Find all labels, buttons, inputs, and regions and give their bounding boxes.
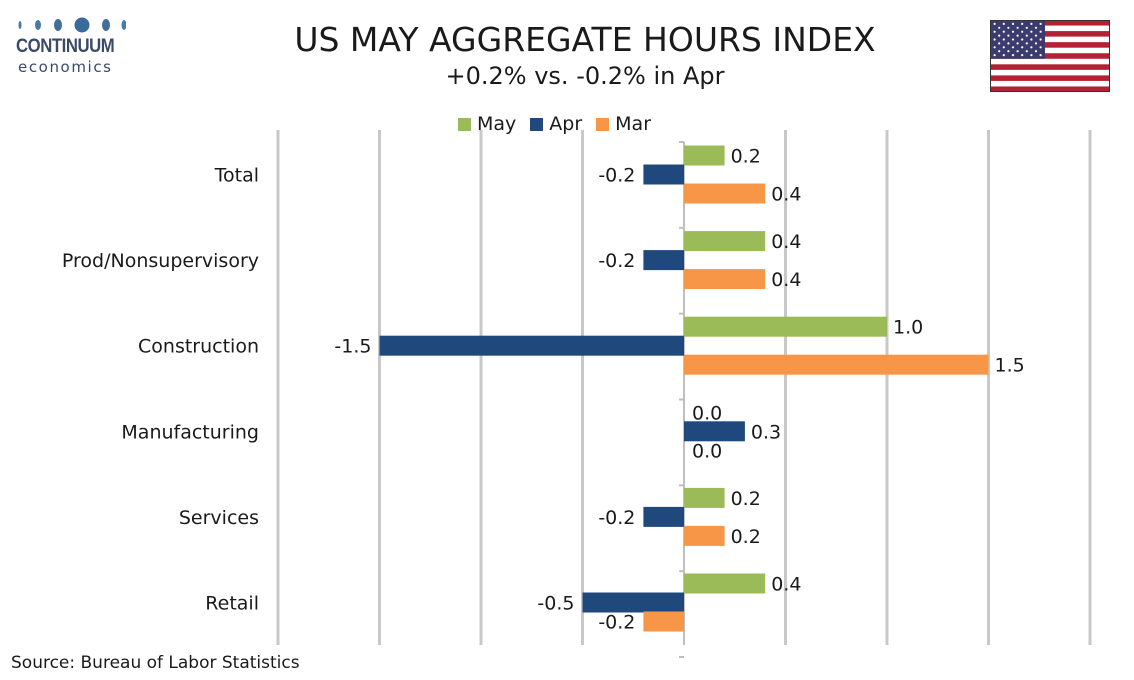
chart-category-labels: Total Prod/Nonsupervisory Construction Manu…	[62, 165, 259, 615]
chart-axis	[679, 141, 685, 658]
bar-mar	[684, 354, 989, 375]
logo-dots-icon	[18, 17, 126, 33]
data-label: 0.0	[692, 402, 722, 424]
bar-apr	[643, 164, 684, 185]
category-label: Retail	[205, 593, 259, 615]
data-label: -0.2	[598, 250, 635, 272]
legend-swatch-mar	[596, 117, 610, 131]
legend-item-may: May	[458, 113, 516, 135]
data-label: 1.5	[995, 355, 1025, 377]
bar-may	[684, 145, 725, 166]
bar-may	[684, 231, 766, 252]
category-label: Total	[214, 165, 259, 187]
category-label: Prod/Nonsupervisory	[62, 250, 259, 272]
data-label: 0.2	[731, 526, 761, 548]
legend-swatch-may	[458, 117, 471, 131]
logo-word-continuum: CONTINUUM	[16, 36, 115, 57]
data-label: -0.2	[598, 612, 635, 634]
data-label: 0.2	[731, 488, 761, 510]
data-label: -0.2	[598, 165, 635, 187]
chart-grid	[276, 130, 1092, 645]
chart-data-labels: 0.2 -0.2 0.4 0.4 -0.2 0.4 1.0 -1.5 1.5 0.0 0.3 0.0 0…	[334, 146, 1024, 634]
chart-title: US MAY AGGREGATE HOURS INDEX	[294, 20, 876, 59]
data-label: 0.4	[771, 574, 801, 596]
legend-label-apr: Apr	[549, 113, 583, 135]
legend-label-may: May	[477, 113, 517, 135]
data-label: -0.2	[598, 507, 635, 529]
data-label: 0.0	[692, 440, 722, 462]
bar-mar	[684, 183, 766, 204]
bar-apr	[684, 421, 745, 442]
category-label: Services	[179, 507, 259, 529]
bar-mar	[684, 269, 766, 290]
bar-may	[684, 573, 766, 594]
data-label: 1.0	[893, 317, 923, 339]
data-label: 0.4	[771, 269, 801, 291]
bar-apr	[643, 506, 684, 527]
data-label: 0.4	[771, 184, 801, 206]
data-label: -0.5	[537, 593, 574, 615]
legend-label-mar: Mar	[615, 113, 652, 135]
legend-item-apr: Apr	[530, 113, 582, 135]
bar-may	[684, 487, 725, 508]
chart-subtitle: +0.2% vs. -0.2% in Apr	[445, 62, 725, 90]
source-note: Source: Bureau of Labor Statistics	[11, 653, 300, 673]
bar-may	[684, 316, 887, 337]
bar-apr	[379, 335, 684, 356]
continuum-economics-logo: CONTINUUM economics	[14, 14, 144, 76]
logo-word-economics: economics	[18, 58, 113, 76]
data-label: 0.2	[731, 146, 761, 168]
us-flag-icon	[990, 20, 1110, 92]
legend-swatch-apr	[530, 117, 544, 131]
bar-apr	[643, 250, 684, 271]
legend-item-mar: Mar	[596, 113, 651, 135]
chart-bars	[379, 145, 989, 632]
bar-mar	[643, 611, 684, 632]
data-label: 0.4	[771, 231, 801, 253]
data-label: 0.3	[751, 421, 781, 443]
chart-legend: May Apr Mar	[458, 113, 665, 135]
bar-apr	[582, 592, 684, 613]
category-label: Manufacturing	[121, 421, 259, 443]
bar-mar	[684, 525, 725, 546]
data-label: -1.5	[334, 336, 371, 358]
category-label: Construction	[138, 336, 259, 358]
